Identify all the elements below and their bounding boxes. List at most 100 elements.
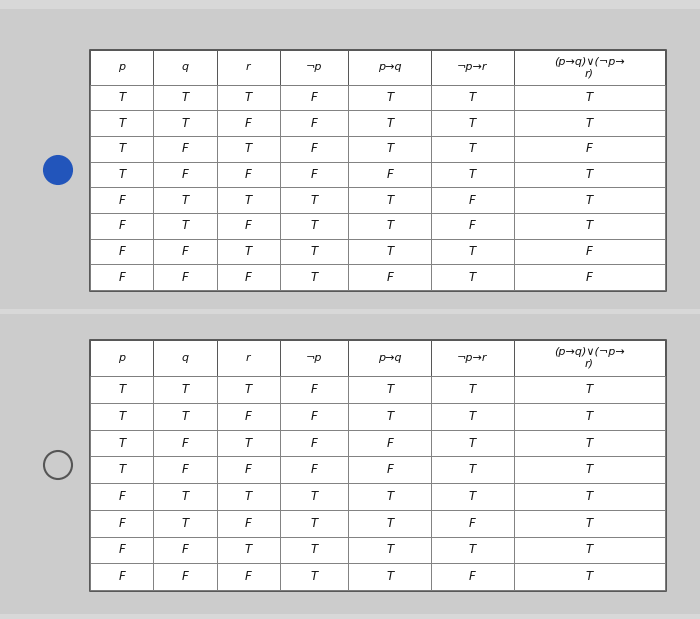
Text: F: F (181, 142, 188, 155)
Text: F: F (118, 490, 125, 503)
Text: F: F (311, 383, 318, 396)
Bar (153, 537, 217, 563)
Text: T: T (469, 168, 476, 181)
Bar (217, 110, 280, 136)
Text: T: T (311, 194, 318, 207)
Bar (217, 85, 280, 110)
Bar (280, 483, 349, 510)
Bar (280, 85, 349, 110)
Bar (280, 563, 349, 590)
Bar (280, 403, 349, 430)
Text: T: T (311, 517, 318, 530)
Bar (349, 376, 431, 403)
Bar (514, 340, 665, 376)
Bar (349, 510, 431, 537)
Bar (349, 340, 431, 376)
Text: T: T (586, 490, 593, 503)
Bar (90, 456, 153, 483)
Text: F: F (245, 410, 252, 423)
Circle shape (44, 156, 72, 184)
Bar (217, 430, 280, 456)
Bar (217, 510, 280, 537)
Text: F: F (118, 271, 125, 284)
Text: ¬p→r: ¬p→r (457, 353, 488, 363)
Text: T: T (245, 142, 252, 155)
Text: T: T (586, 517, 593, 530)
Bar (90, 376, 153, 403)
Text: ¬p→r: ¬p→r (457, 63, 488, 72)
Bar (349, 537, 431, 563)
Text: T: T (386, 219, 393, 232)
Text: T: T (586, 91, 593, 104)
Bar (431, 403, 514, 430)
Text: F: F (386, 463, 393, 476)
Text: F: F (386, 271, 393, 284)
Bar (280, 264, 349, 290)
Bar (153, 340, 217, 376)
Text: T: T (586, 117, 593, 130)
Text: T: T (245, 383, 252, 396)
Bar (90, 563, 153, 590)
Text: F: F (311, 168, 318, 181)
Text: T: T (469, 245, 476, 258)
Bar (349, 483, 431, 510)
Bar (280, 50, 349, 85)
Bar (514, 110, 665, 136)
Text: T: T (386, 91, 393, 104)
Bar (514, 430, 665, 456)
Text: T: T (181, 194, 188, 207)
Bar (90, 483, 153, 510)
Text: T: T (586, 194, 593, 207)
Bar (90, 340, 153, 376)
Bar (431, 376, 514, 403)
Text: F: F (586, 142, 593, 155)
Text: T: T (469, 410, 476, 423)
Text: F: F (245, 570, 252, 583)
Text: F: F (245, 168, 252, 181)
Text: T: T (118, 463, 125, 476)
Text: T: T (181, 517, 188, 530)
Bar (153, 483, 217, 510)
Text: T: T (586, 383, 593, 396)
Bar (280, 213, 349, 239)
Text: F: F (311, 463, 318, 476)
Bar (280, 162, 349, 188)
Text: T: T (469, 463, 476, 476)
Text: T: T (118, 91, 125, 104)
Bar (217, 563, 280, 590)
Bar (349, 136, 431, 162)
Text: T: T (386, 383, 393, 396)
Bar (514, 376, 665, 403)
Bar (153, 162, 217, 188)
Bar (153, 563, 217, 590)
Text: (p→q)∨(¬p→
r): (p→q)∨(¬p→ r) (554, 347, 625, 369)
Bar (514, 50, 665, 85)
Bar (217, 403, 280, 430)
Bar (90, 340, 665, 590)
Text: T: T (586, 410, 593, 423)
Bar (514, 264, 665, 290)
Bar (153, 430, 217, 456)
Text: T: T (469, 91, 476, 104)
Bar (90, 162, 153, 188)
Bar (153, 456, 217, 483)
Text: F: F (469, 219, 476, 232)
Text: F: F (118, 517, 125, 530)
Text: T: T (311, 490, 318, 503)
Text: q: q (181, 63, 188, 72)
Text: F: F (181, 436, 188, 449)
Text: F: F (245, 271, 252, 284)
Text: F: F (181, 271, 188, 284)
Text: T: T (586, 463, 593, 476)
Bar (90, 85, 153, 110)
Text: T: T (118, 436, 125, 449)
Bar (431, 188, 514, 213)
Bar (90, 213, 153, 239)
Text: T: T (118, 142, 125, 155)
Bar (349, 456, 431, 483)
Bar (280, 136, 349, 162)
Text: p→q: p→q (378, 63, 402, 72)
Bar (217, 340, 280, 376)
Bar (514, 188, 665, 213)
Text: T: T (311, 219, 318, 232)
